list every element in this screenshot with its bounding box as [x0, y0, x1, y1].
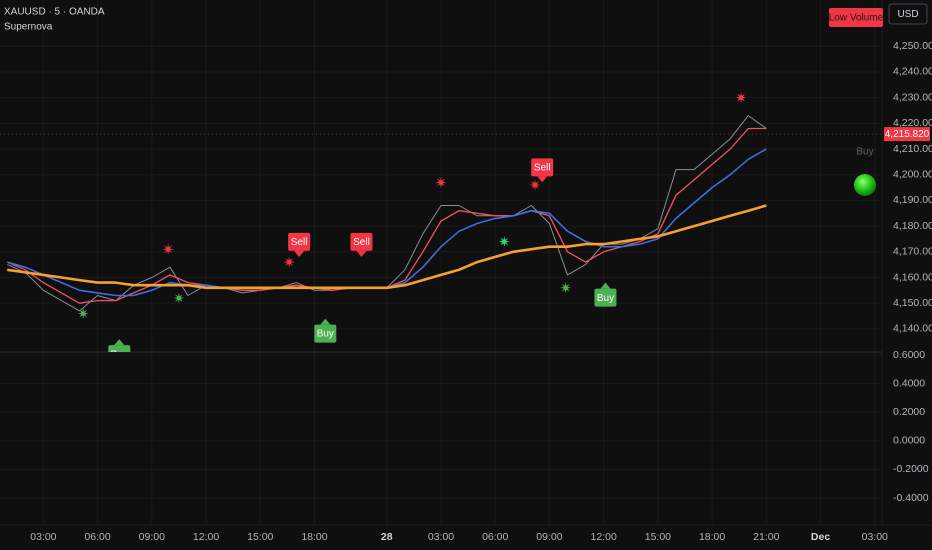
indicator-name: Supernova — [4, 22, 53, 33]
x-tick-label: 09:00 — [139, 531, 165, 543]
currency-button[interactable] — [888, 3, 928, 25]
signal-box — [314, 324, 337, 343]
signal-pointer — [114, 339, 125, 346]
y-tick-label: 4,150.000 — [893, 297, 932, 309]
status-label: Buy — [856, 147, 873, 158]
y-tick-label: 4,170.000 — [893, 246, 932, 258]
x-tick-label: 21:00 — [753, 531, 779, 543]
signal-label: Sell — [353, 237, 370, 248]
grid — [0, 0, 882, 525]
y-tick-label: 0.0000 — [893, 435, 925, 447]
y-tick-label: 0.2000 — [893, 406, 925, 418]
signal-star — [529, 179, 541, 191]
signal-pointer — [356, 250, 367, 257]
signal-box — [594, 288, 617, 307]
signal-pointer — [537, 176, 548, 183]
signal-star — [283, 256, 295, 268]
low-volume-text: Low Volume — [829, 13, 884, 24]
signal-pointer — [294, 250, 305, 257]
signal-label: Sell — [291, 237, 308, 248]
y-tick-label: 4,240.000 — [893, 66, 932, 78]
y-tick-label: 4,140.000 — [893, 323, 932, 335]
x-tick-label: 12:00 — [193, 531, 219, 543]
symbol: XAUUSD · 5 · OANDA — [4, 7, 105, 18]
x-tick-label: 12:00 — [591, 531, 617, 543]
signal-star — [435, 176, 447, 188]
y-tick-label: 0.6000 — [893, 349, 925, 361]
y-tick-label: 4,200.000 — [893, 168, 932, 180]
x-tick-label: 18:00 — [699, 531, 725, 543]
x-tick-label: 03:00 — [30, 531, 56, 543]
y-tick-label: 4,210.000 — [893, 143, 932, 155]
x-tick-label: 09:00 — [536, 531, 562, 543]
y-tick-label: 4,220.000 — [893, 117, 932, 129]
x-tick-label: 28 — [381, 531, 393, 543]
signal-star — [77, 308, 89, 319]
signal-star — [498, 236, 510, 247]
x-tick-label: 03:00 — [428, 531, 454, 543]
x-tick-label: 03:00 — [862, 531, 888, 543]
y-tick-label: 4,180.000 — [893, 220, 932, 232]
low-volume-badge — [829, 8, 883, 27]
x-tick-label: 15:00 — [247, 531, 273, 543]
x-tick-label: 06:00 — [84, 531, 110, 543]
signal-box — [108, 345, 131, 352]
signal-star — [162, 243, 174, 255]
y-tick-label: -0.4000 — [893, 492, 929, 504]
y-tick-label: -0.2000 — [893, 463, 929, 475]
y-tick-label: 4,230.000 — [893, 91, 932, 103]
signal-pointer — [600, 282, 611, 289]
plot: Buy Sell Buy Sell Sell Buy — [0, 92, 882, 360]
x-tick-label: 18:00 — [301, 531, 327, 543]
x-tick-label: 15:00 — [645, 531, 671, 543]
y-tick-label: 4,250.000 — [893, 40, 932, 52]
y-tick-label: 0.4000 — [893, 377, 925, 389]
signal-star — [735, 92, 747, 104]
signal-label: Buy — [597, 293, 614, 304]
last-price-label: 4,215.820 — [885, 129, 930, 140]
axes: 03:00 06:00 09:00 12:00 15:00 18:00 28 03:00 06:… — [30, 40, 932, 543]
signal-pointer — [320, 318, 331, 325]
signal-label: Sell — [534, 163, 551, 174]
y-tick-label: 4,190.000 — [893, 194, 932, 206]
signal-box — [288, 232, 311, 251]
signal-star — [560, 282, 572, 294]
signal-label: Buy — [111, 349, 128, 360]
signal-label: Buy — [317, 329, 334, 340]
last-price-tag — [884, 127, 930, 142]
signal-box — [531, 158, 554, 177]
signal-box — [350, 232, 373, 251]
signal-star — [173, 292, 185, 304]
status-orb — [854, 174, 876, 196]
x-tick-label: 06:00 — [482, 531, 508, 543]
x-tick-label: Dec — [811, 531, 830, 543]
y-tick-label: 4,160.000 — [893, 271, 932, 283]
series-line — [7, 204, 767, 290]
currency-text[interactable]: USD — [897, 9, 918, 20]
